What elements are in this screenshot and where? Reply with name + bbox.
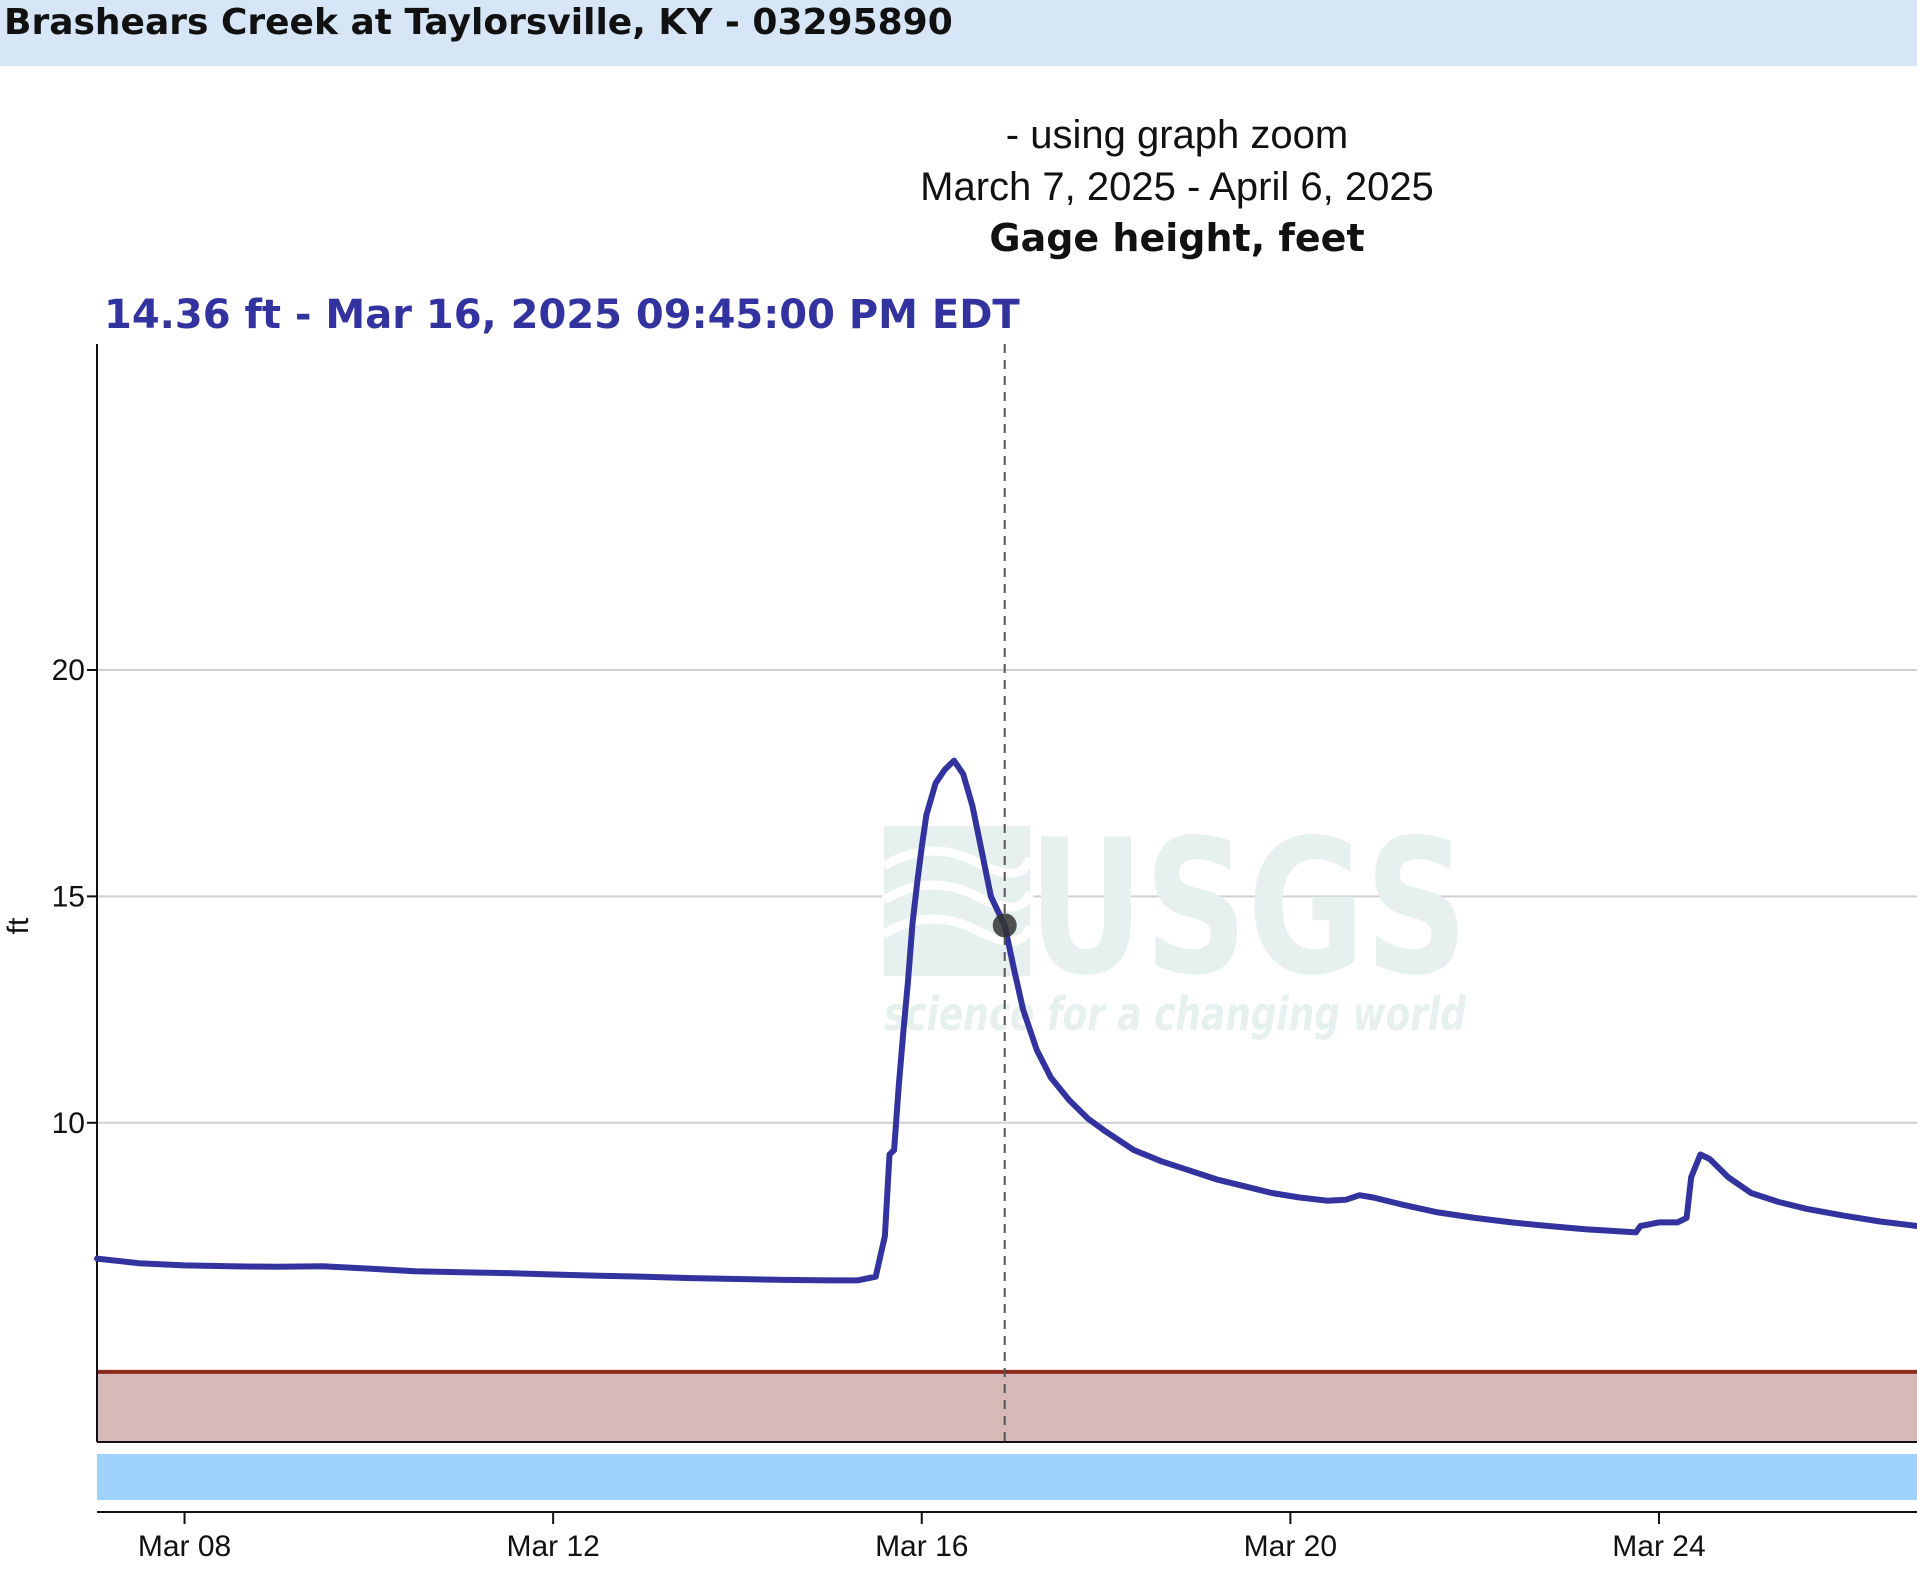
y-axis-label: ft xyxy=(2,917,35,934)
zoom-note: - using graph zoom xyxy=(1006,113,1348,157)
x-tick-label-mar-24: Mar 24 xyxy=(1612,1530,1705,1563)
x-tick-label-mar-08: Mar 08 xyxy=(138,1530,231,1563)
x-axis-ticks: Mar 08 Mar 12 Mar 16 Mar 20 Mar 24 xyxy=(138,1512,1706,1563)
cursor-point xyxy=(992,913,1017,938)
y-tick-label-15: 15 xyxy=(52,880,85,913)
header-bar: Brashears Creek at Taylorsville, KY - 03… xyxy=(0,0,1917,66)
y-tick-label-20: 20 xyxy=(52,654,85,687)
threshold-band xyxy=(97,1371,1917,1442)
site-title: Brashears Creek at Taylorsville, KY - 03… xyxy=(4,2,953,43)
x-tick-label-mar-20: Mar 20 xyxy=(1244,1530,1337,1563)
time-range-band[interactable] xyxy=(97,1454,1917,1500)
cursor-readout: 14.36 ft - Mar 16, 2025 09:45:00 PM EDT xyxy=(104,292,1020,338)
usgs-logo-text: USGS xyxy=(1028,799,1468,1016)
gage-height-series-line xyxy=(94,757,1917,1284)
x-tick-label-mar-12: Mar 12 xyxy=(506,1530,599,1563)
x-tick-label-mar-16: Mar 16 xyxy=(875,1530,968,1563)
usgs-watermark: USGS science for a changing world xyxy=(881,799,1468,1041)
y-axis-ticks: 10 15 20 xyxy=(52,654,97,1140)
y-tick-label-10: 10 xyxy=(52,1107,85,1140)
chart-title: Gage height, feet xyxy=(989,216,1364,260)
date-range: March 7, 2025 - April 6, 2025 xyxy=(920,165,1434,209)
usgs-tagline: science for a changing world xyxy=(884,987,1467,1041)
